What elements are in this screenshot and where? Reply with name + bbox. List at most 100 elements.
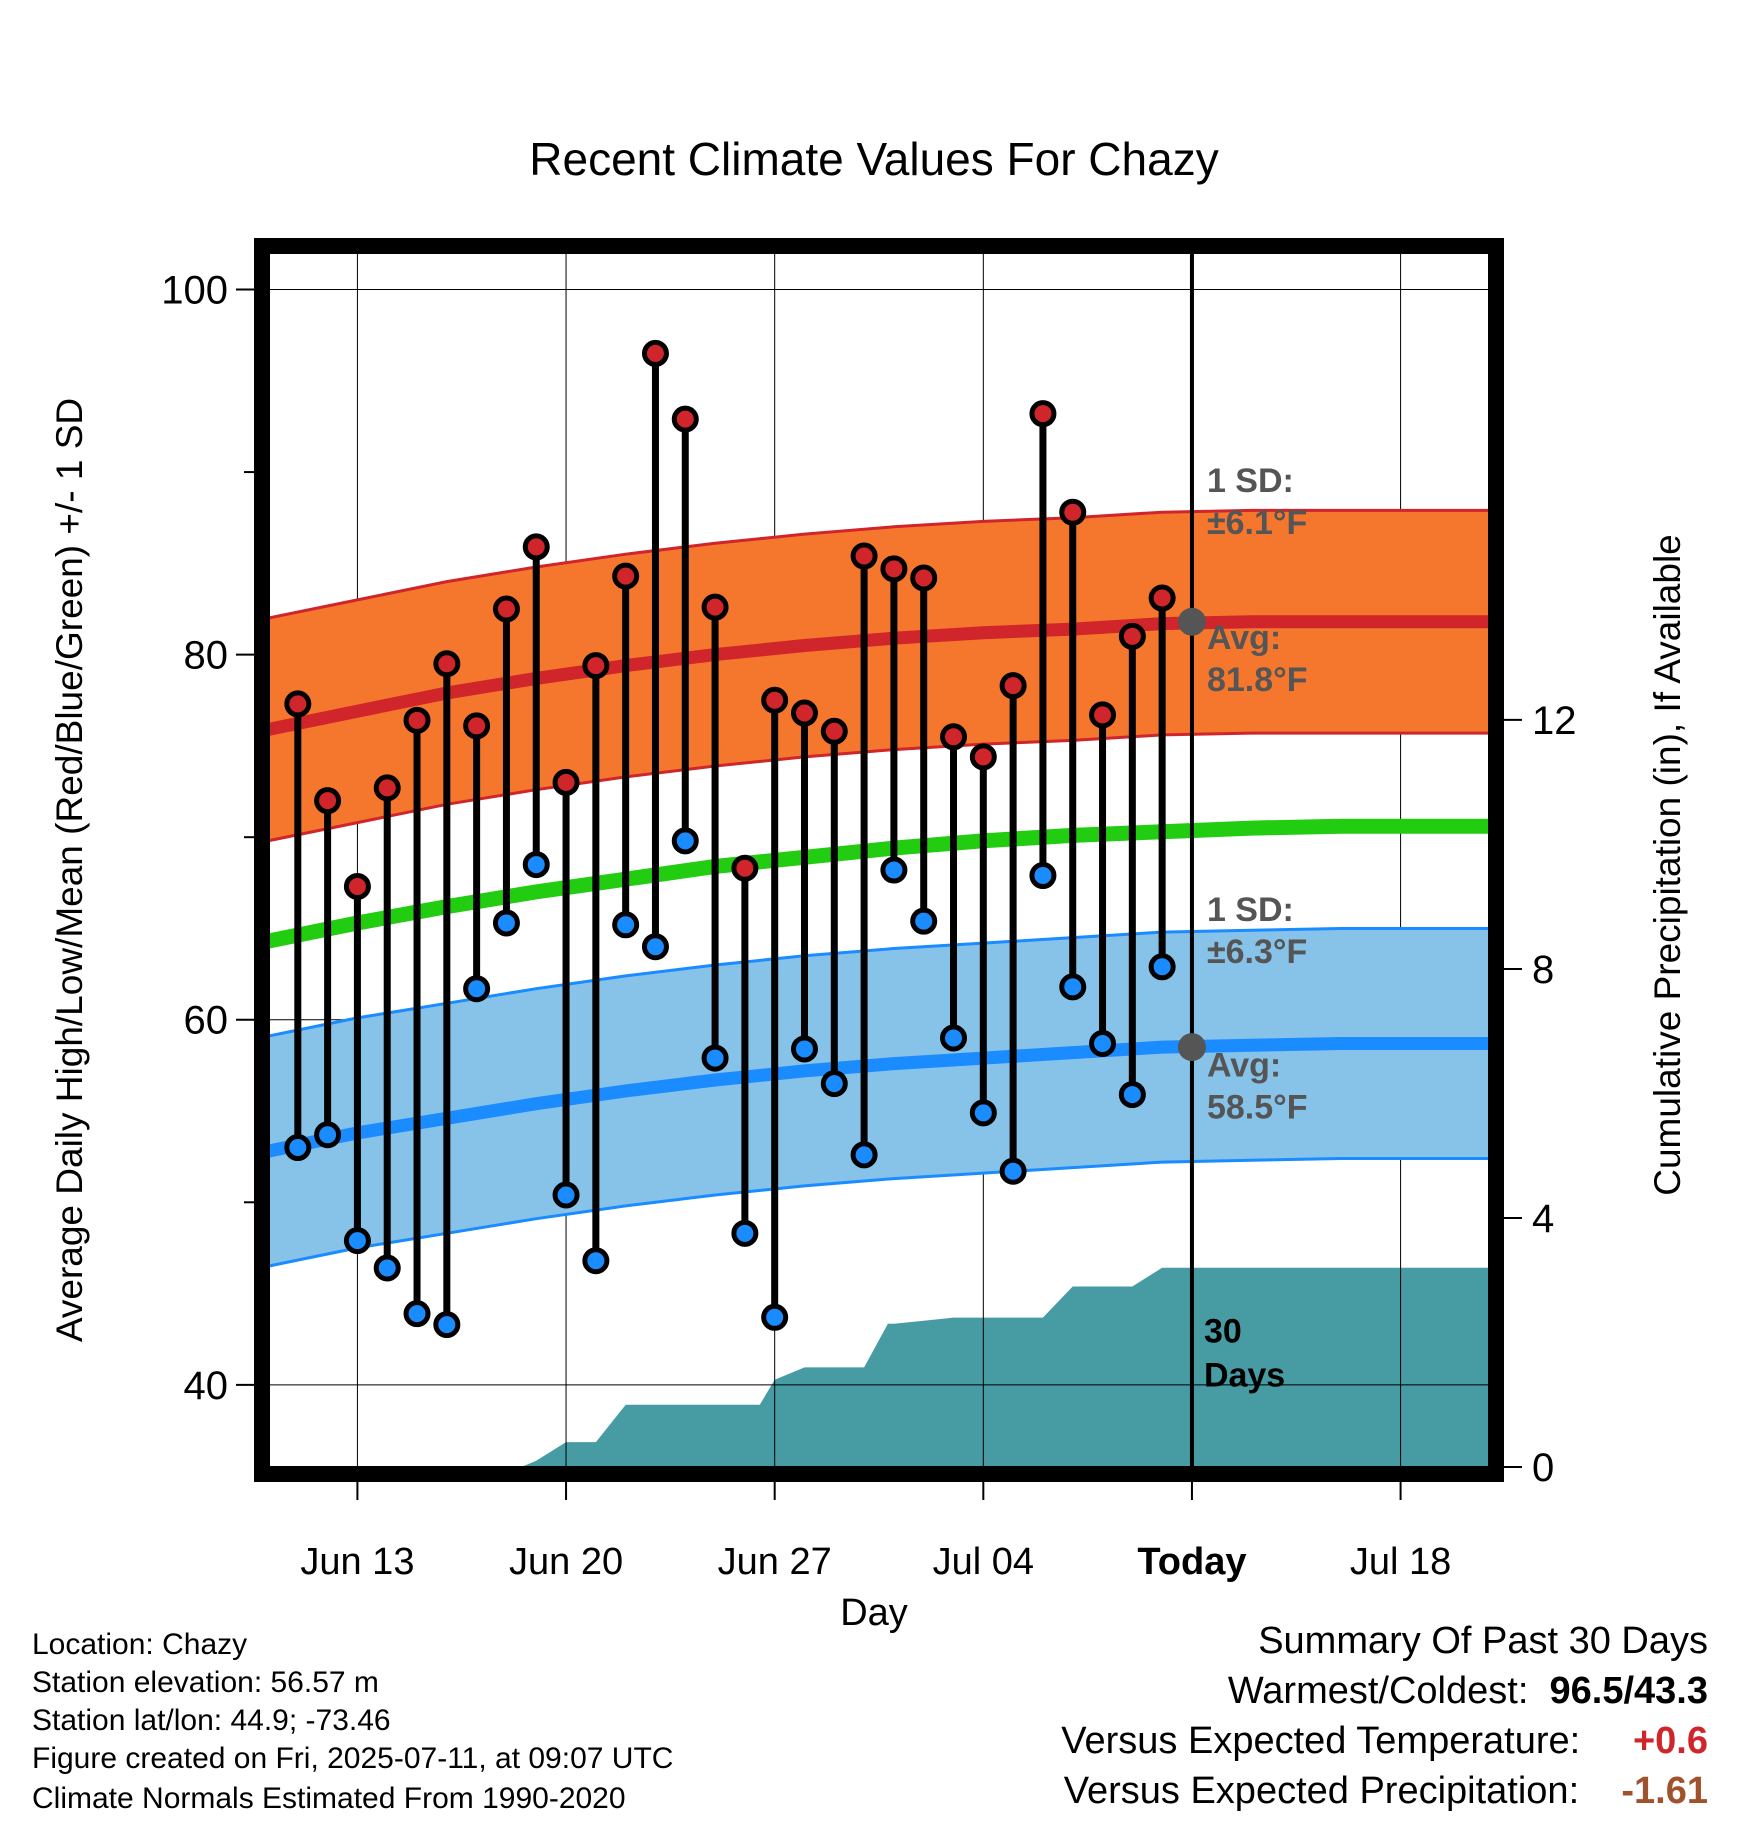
high-point — [731, 854, 759, 882]
high-point — [820, 717, 848, 745]
x-tick-label: Jun 27 — [718, 1541, 832, 1583]
y-tick-label: 60 — [184, 999, 229, 1043]
high-point — [284, 690, 312, 718]
low-point — [1029, 862, 1057, 890]
low-point — [284, 1134, 312, 1162]
low-point — [1148, 953, 1176, 981]
y-tick-label: 40 — [184, 1364, 229, 1408]
summary-temp-value: +0.6 — [1632, 1720, 1708, 1762]
high-point — [999, 672, 1027, 700]
low-point — [820, 1070, 848, 1098]
summary-temp-label: Versus Expected Temperature: — [1061, 1720, 1581, 1762]
normal-mean-line — [268, 818, 1490, 949]
normal-low-line — [268, 1037, 1490, 1158]
annotation-layer: 1 SD: ±6.1°F Avg: 81.8°F 1 SD: ±6.3°F Avg: 58.5… — [1177, 462, 1308, 1394]
high-point — [880, 555, 908, 583]
footer-normals: Climate Normals Estimated From 1990-2020 — [32, 1782, 626, 1815]
high-point — [403, 706, 431, 734]
low-point — [1059, 973, 1087, 1001]
low-point — [492, 909, 520, 937]
y2-tick-label: 8 — [1532, 948, 1554, 992]
high-point — [1089, 701, 1117, 729]
high-point — [343, 872, 371, 900]
low-point — [433, 1311, 461, 1339]
high-point — [582, 652, 610, 680]
footer-latlon: Station lat/lon: 44.9; -73.46 — [32, 1704, 391, 1737]
high-point — [373, 774, 401, 802]
low-point — [790, 1035, 818, 1063]
precip-area — [521, 1267, 1490, 1467]
low-point — [582, 1247, 610, 1275]
low-point — [850, 1141, 878, 1169]
high-point — [1148, 584, 1176, 612]
low-point — [999, 1157, 1027, 1185]
high-point — [552, 768, 580, 796]
summary-heading: Summary Of Past 30 Days — [1258, 1620, 1708, 1662]
high-point — [641, 339, 669, 367]
high-point — [701, 593, 729, 621]
low-point — [910, 907, 938, 935]
x-tick-label: Jul 04 — [933, 1541, 1034, 1583]
low-point — [761, 1303, 789, 1331]
low-point — [880, 856, 908, 884]
summary-precip-value: -1.61 — [1621, 1770, 1708, 1812]
summary-precip: Versus Expected Precipitation: -1.61 — [1064, 1770, 1708, 1813]
low-point — [522, 851, 550, 879]
high-point — [492, 595, 520, 623]
low-point — [1118, 1081, 1146, 1109]
high-point — [969, 743, 997, 771]
low-point — [671, 827, 699, 855]
footer-created: Figure created on Fri, 2025-07-11, at 09… — [32, 1742, 674, 1775]
footer-elevation: Station elevation: 56.57 m — [32, 1666, 379, 1699]
high-point — [612, 562, 640, 590]
high-point — [433, 650, 461, 678]
precipitation-layer — [521, 1267, 1490, 1467]
low-point — [463, 975, 491, 1003]
observations-layer — [284, 339, 1176, 1339]
low-point — [731, 1219, 759, 1247]
low-point — [612, 911, 640, 939]
y2-tick-label: 12 — [1532, 699, 1577, 743]
summary-warm-cold-value: 96.5/43.3 — [1549, 1670, 1708, 1712]
high-point — [790, 699, 818, 727]
low-point — [701, 1044, 729, 1072]
footer-location: Location: Chazy — [32, 1628, 248, 1661]
high-point — [522, 533, 550, 561]
low-point — [1089, 1029, 1117, 1057]
today-normal-high-marker — [1177, 607, 1206, 636]
x-tick-label: Jul 18 — [1350, 1541, 1451, 1583]
high-point — [671, 405, 699, 433]
axes-layer: 40 60 80 100 0 4 8 12 Jun 13 Jun 20 Jun 27 Jul 04 To… — [161, 269, 1576, 1583]
y2-tick-label: 0 — [1532, 1446, 1554, 1490]
high-point — [314, 787, 342, 815]
low-point — [940, 1024, 968, 1052]
low-point — [314, 1121, 342, 1149]
summary-precip-label: Versus Expected Precipitation: — [1063, 1770, 1580, 1812]
normal-low-label: Avg: 58.5°F — [1207, 1046, 1308, 1126]
y2-tick-label: 4 — [1532, 1197, 1554, 1241]
y-tick-label: 100 — [161, 269, 228, 313]
y2-axis-label: Cumulative Precipitation (in), If Availa… — [1647, 534, 1688, 1196]
high-point — [1059, 498, 1087, 526]
plot-area: 1 SD: ±6.1°F Avg: 81.8°F 1 SD: ±6.3°F Avg: 58.5… — [268, 253, 1490, 1467]
high-point — [850, 542, 878, 570]
x-tick-label: Jun 13 — [300, 1541, 414, 1583]
chart-title: Recent Climate Values For Chazy — [529, 133, 1218, 185]
low-point — [403, 1300, 431, 1328]
low-point — [343, 1227, 371, 1255]
high-point — [1029, 400, 1057, 428]
summary-temp: Versus Expected Temperature: +0.6 — [1061, 1720, 1708, 1763]
normal-high-label: Avg: 81.8°F — [1207, 619, 1308, 699]
high-point — [463, 712, 491, 740]
high-point — [761, 686, 789, 714]
summary-warm-cold-label: Warmest/Coldest: — [1227, 1670, 1529, 1712]
y-axis-label: Average Daily High/Low/Mean (Red/Blue/Gr… — [49, 398, 90, 1342]
today-normal-low-marker — [1177, 1033, 1206, 1062]
high-point — [1118, 622, 1146, 650]
y-tick-label: 80 — [184, 634, 229, 678]
high-point — [940, 723, 968, 751]
x-tick-label: Today — [1137, 1541, 1246, 1583]
plot-frame — [254, 238, 1504, 1482]
high-point — [910, 564, 938, 592]
